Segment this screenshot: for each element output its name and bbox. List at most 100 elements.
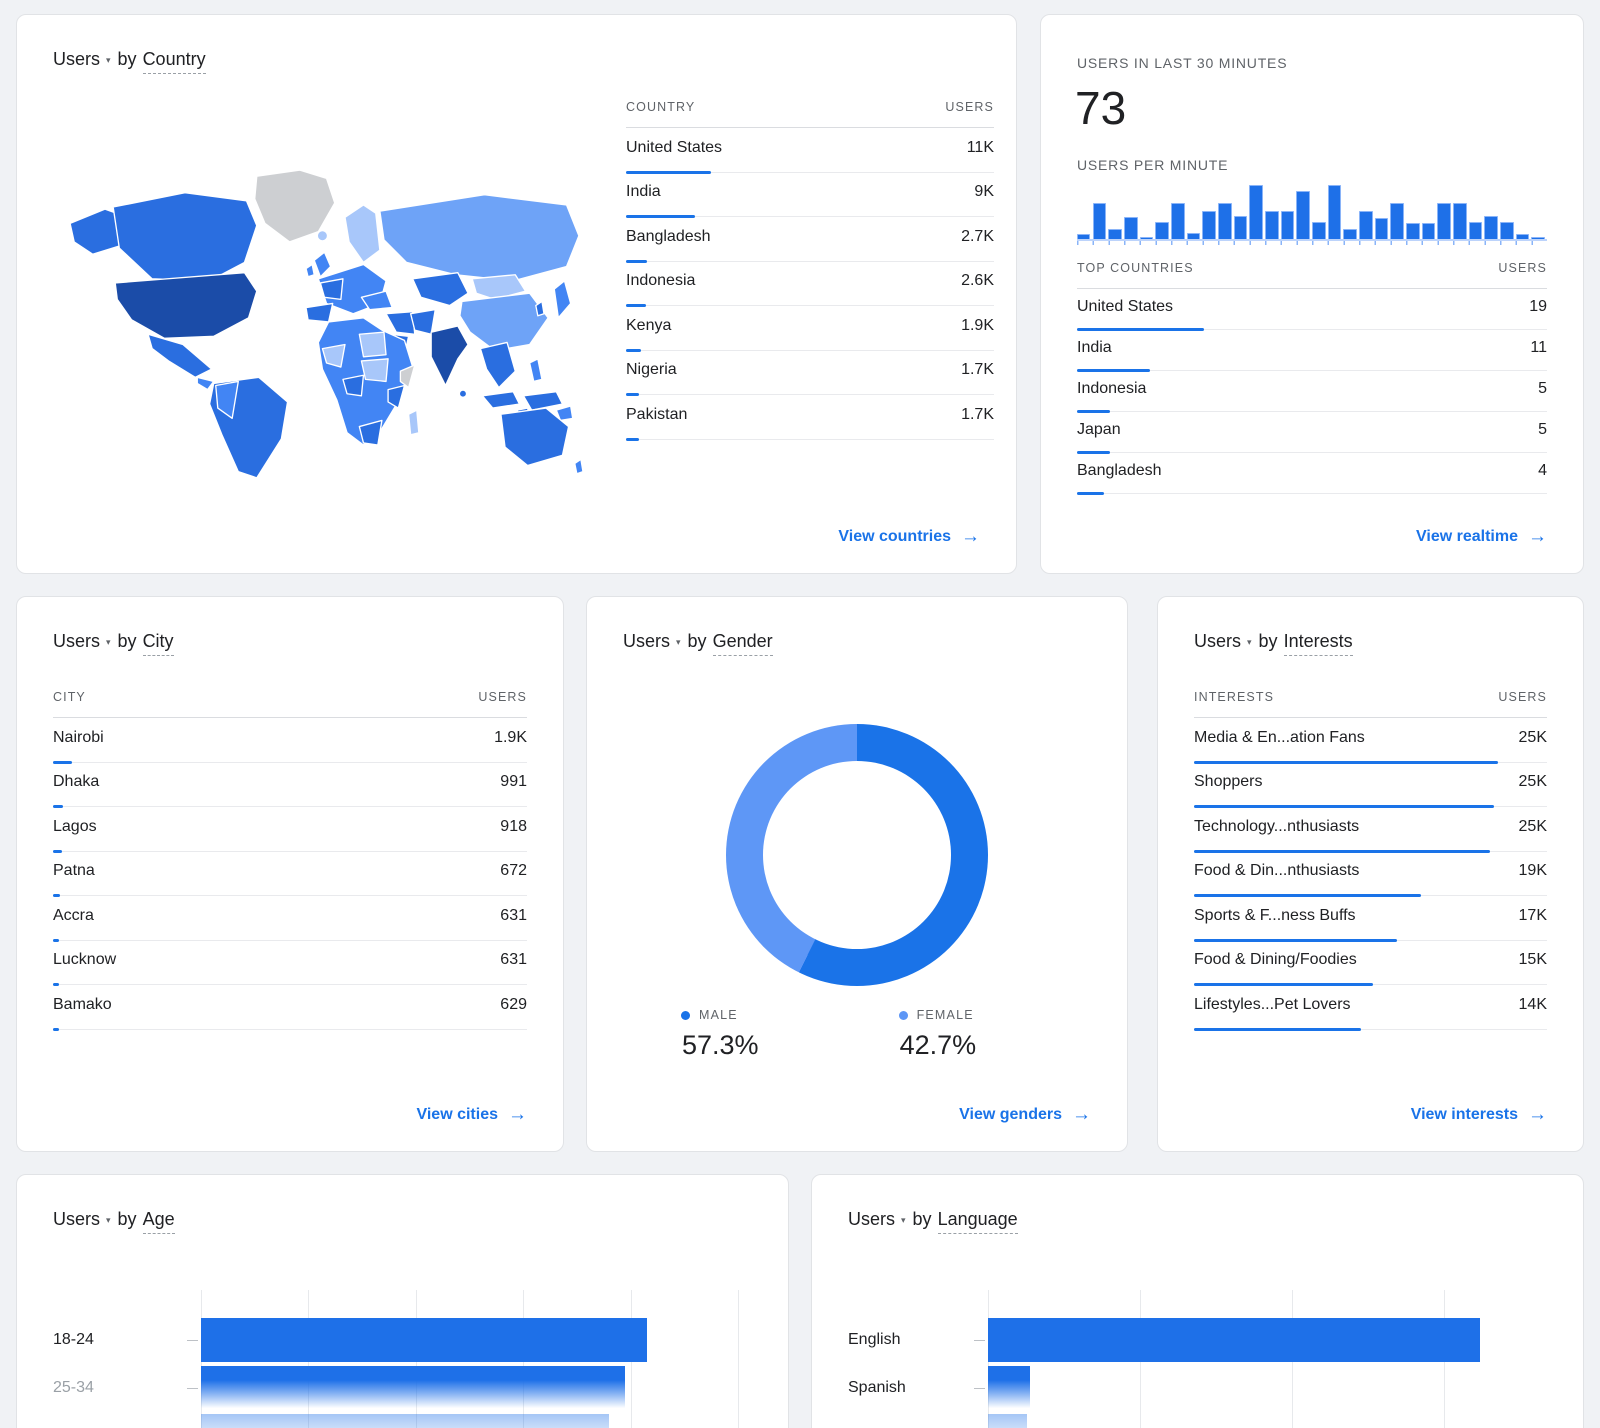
table-row[interactable]: Food & Dining/Foodies 15K [1194, 941, 1547, 986]
view-interests-link[interactable]: View interests → [1410, 1104, 1547, 1125]
row-label: Shoppers [1194, 773, 1263, 791]
table-row[interactable]: Accra 631 [53, 896, 527, 942]
row-value: 25K [1518, 728, 1547, 746]
table-row[interactable]: Sports & F...ness Buffs 17K [1194, 896, 1547, 942]
column-header-metric: USERS [1498, 261, 1547, 275]
chevron-down-icon: ▾ [1247, 637, 1252, 647]
table-row[interactable]: United States 11K [626, 128, 994, 174]
map-libya-patch [358, 331, 387, 358]
users-per-minute-chart[interactable] [1077, 185, 1547, 241]
row-progress-bar [1077, 451, 1111, 454]
dimension-link-interests[interactable]: Interests [1283, 631, 1353, 656]
minute-bar [1233, 215, 1248, 239]
minute-bar [1515, 233, 1530, 239]
male-dot-icon [681, 1010, 690, 1020]
dimension-link-gender[interactable]: Gender [712, 631, 773, 656]
row-label: Technology...nthusiasts [1194, 817, 1360, 835]
category-label: English [848, 1331, 901, 1348]
table-row[interactable]: Shoppers 25K [1194, 763, 1547, 808]
age-bar-chart[interactable]: 18-24 25-34 [53, 1290, 752, 1428]
table-header: INTERESTS USERS [1194, 690, 1547, 718]
minute-bar [1077, 233, 1091, 239]
minute-bar [1390, 203, 1404, 239]
row-value: 9K [974, 183, 994, 201]
top-countries-table: TOP COUNTRIES USERS United States 19 India 11… [1077, 261, 1547, 495]
table-row[interactable]: Bangladesh 2.7K [626, 217, 994, 263]
row-progress-bar [1194, 938, 1398, 942]
table-row[interactable]: Kenya 1.9K [626, 306, 994, 352]
users-last-30-min-value: 73 [1075, 82, 1127, 134]
users-metric-dropdown[interactable]: Users ▾ [623, 631, 681, 651]
row-label: India [626, 183, 661, 201]
category-label: 25-34 [53, 1379, 94, 1396]
table-row[interactable]: India 9K [626, 173, 994, 218]
row-label: India [1077, 339, 1112, 356]
map-south-africa [358, 419, 383, 446]
chevron-down-icon: ▾ [106, 1215, 111, 1225]
gender-donut-chart[interactable] [726, 724, 988, 986]
table-row[interactable]: Bangladesh 4 [1077, 453, 1547, 495]
row-value: 15K [1518, 951, 1547, 969]
row-value: 1.7K [961, 361, 994, 379]
language-bar-chart[interactable]: English Spanish [848, 1290, 1547, 1428]
table-row[interactable]: Nigeria 1.7K [626, 351, 994, 396]
users-metric-dropdown[interactable]: Users ▾ [53, 49, 111, 69]
users-metric-dropdown[interactable]: Users ▾ [53, 1209, 111, 1229]
row-value: 19K [1518, 862, 1547, 880]
table-row[interactable]: Lifestyles...Pet Lovers 14K [1194, 985, 1547, 1031]
row-value: 1.9K [494, 728, 527, 746]
row-value: 1.9K [961, 316, 994, 334]
row-progress-bar [1077, 492, 1104, 495]
dimension-link-language[interactable]: Language [937, 1209, 1018, 1234]
table-row[interactable]: United States 19 [1077, 289, 1547, 331]
map-iceland [316, 229, 329, 242]
male-label: MALE [699, 1008, 738, 1022]
table-row[interactable]: Pakistan 1.7K [626, 395, 994, 441]
users-metric-dropdown[interactable]: Users ▾ [848, 1209, 906, 1229]
users-by-city-card: Users ▾ by City CITY USERS Nairobi 1.9K Dhaka… [16, 596, 564, 1152]
table-row[interactable]: Media & En...ation Fans 25K [1194, 718, 1547, 764]
users-metric-dropdown[interactable]: Users ▾ [1194, 631, 1252, 651]
minute-bar [1327, 185, 1342, 239]
map-kenya [387, 384, 406, 409]
table-row[interactable]: Lagos 918 [53, 807, 527, 853]
minute-bar [1374, 217, 1389, 239]
column-header-metric: USERS [945, 100, 994, 114]
row-label: Nigeria [626, 361, 677, 379]
map-chad-sudan-patch [360, 358, 389, 383]
title-by-label: by [912, 1209, 932, 1229]
table-row[interactable]: Bamako 629 [53, 985, 527, 1031]
users-metric-dropdown[interactable]: Users ▾ [53, 631, 111, 651]
dimension-link-country[interactable]: Country [142, 49, 206, 74]
table-row[interactable]: Patna 672 [53, 852, 527, 897]
row-value: 11K [966, 138, 994, 156]
view-realtime-link[interactable]: View realtime → [1416, 526, 1547, 547]
row-label: Food & Dining/Foodies [1194, 951, 1357, 969]
dimension-link-city[interactable]: City [142, 631, 174, 656]
axis-tick [974, 1388, 985, 1389]
view-cities-link[interactable]: View cities → [416, 1104, 527, 1125]
row-progress-bar [626, 437, 640, 441]
table-row[interactable]: India 11 [1077, 330, 1547, 372]
table-row[interactable]: Japan 5 [1077, 412, 1547, 454]
table-header: COUNTRY USERS [626, 100, 994, 128]
view-genders-link[interactable]: View genders → [959, 1104, 1091, 1125]
map-indonesia-east [522, 391, 564, 411]
row-value: 672 [500, 862, 527, 880]
table-row[interactable]: Food & Din...nthusiasts 19K [1194, 852, 1547, 897]
table-row[interactable]: Lucknow 631 [53, 941, 527, 986]
table-row[interactable]: Nairobi 1.9K [53, 718, 527, 764]
row-progress-bar [53, 849, 63, 853]
bar-row: Spanish [848, 1364, 1547, 1412]
minute-bar [1468, 221, 1483, 239]
view-countries-link[interactable]: View countries → [838, 526, 980, 547]
dimension-link-age[interactable]: Age [142, 1209, 175, 1234]
table-row[interactable]: Technology...nthusiasts 25K [1194, 807, 1547, 853]
table-row[interactable]: Indonesia 2.6K [626, 262, 994, 307]
table-row[interactable]: Indonesia 5 [1077, 371, 1547, 413]
map-central-america [196, 376, 215, 391]
table-row[interactable]: Dhaka 991 [53, 763, 527, 808]
world-map-choropleth[interactable] [53, 166, 598, 484]
map-horn-of-africa [399, 364, 416, 389]
column-header-dimension: INTERESTS [1194, 690, 1275, 704]
